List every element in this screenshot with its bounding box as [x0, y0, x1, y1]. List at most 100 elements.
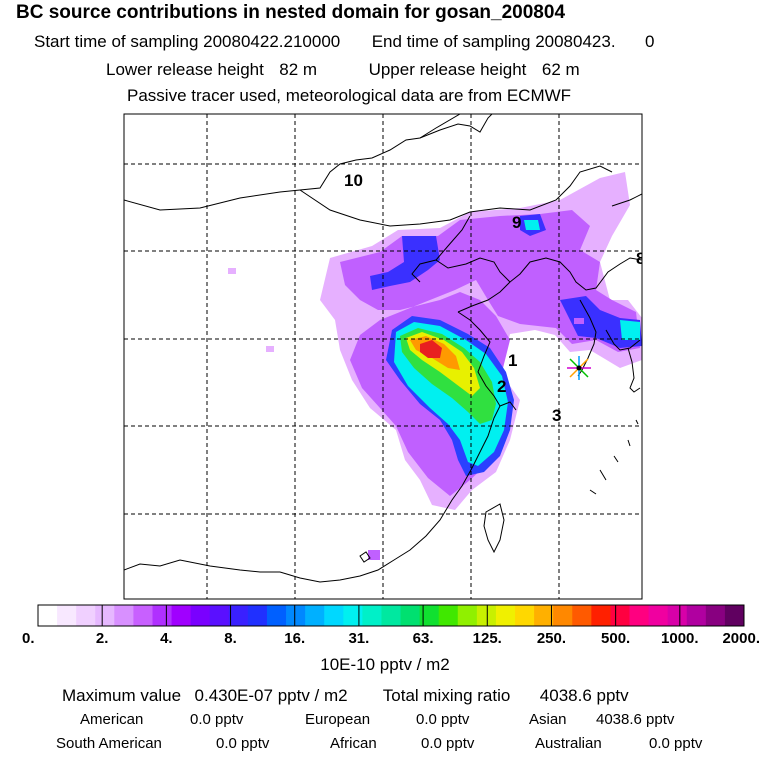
african-value: 0.0 pptv	[421, 735, 475, 752]
colorbar-cell	[38, 605, 58, 626]
plume-low-east	[620, 320, 640, 340]
colorbar-cell	[95, 605, 115, 626]
max-value-label: Maximum value	[62, 686, 182, 705]
colorbar-tick-label: 8.	[224, 630, 237, 647]
colorbar-cell	[667, 605, 688, 626]
colorbar-cell	[247, 605, 268, 626]
release-height-line: Lower release height 82 m Upper release …	[106, 60, 580, 80]
end-time-suffix: 0	[645, 32, 655, 51]
colorbar-tick-label: 1000.	[661, 630, 699, 647]
colorbar-tick-label: 2.	[96, 630, 109, 647]
colorbar-cell	[228, 605, 249, 626]
colorbar-cell	[76, 605, 96, 626]
colorbar-tick-label: 125.	[473, 630, 502, 647]
american-value: 0.0 pptv	[190, 711, 244, 728]
color-scale: 0. 2. 4. 8. 16. 31. 63. 125. 250. 500. 1000. 2000. …	[22, 604, 760, 674]
start-time-label: Start time of sampling	[34, 32, 199, 51]
south-american-label: South American	[56, 735, 162, 752]
asian-value: 4038.6 pptv	[596, 711, 675, 728]
colorbar-tick-label: 16.	[284, 630, 305, 647]
end-time-value: 20080423.	[535, 32, 616, 51]
region-label-9: 9	[512, 213, 521, 232]
colorbar-cell	[286, 605, 306, 626]
plume-spot	[228, 268, 236, 274]
colorbar-cell	[324, 605, 344, 626]
receptor-star-icon	[567, 356, 591, 380]
colorbar-tick-label: 500.	[601, 630, 630, 647]
colorbar-cell	[686, 605, 707, 626]
region-label-3: 3	[552, 406, 561, 425]
colorbar-cell	[57, 605, 77, 626]
south-american-value: 0.0 pptv	[216, 735, 270, 752]
colorbar-cell	[705, 605, 726, 626]
colorbar-cell	[553, 605, 573, 626]
plume-spot	[574, 318, 584, 324]
colorbar-tick-label: 250.	[537, 630, 566, 647]
upper-height-label: Upper release height	[368, 60, 527, 79]
colorbar-tick-label: 0.	[22, 630, 35, 647]
colorbar-cell	[400, 605, 421, 626]
colorbar-cell	[171, 605, 192, 626]
plume-peak	[420, 340, 442, 358]
map-graticule	[124, 114, 642, 599]
colorbar-tick-label: 31.	[348, 630, 369, 647]
european-value: 0.0 pptv	[416, 711, 470, 728]
region-label-2: 2	[497, 377, 506, 396]
colorbar-cell	[362, 605, 382, 626]
colorbar-cell	[648, 605, 669, 626]
colorbar-tick-label: 2000.	[722, 630, 760, 647]
asian-label: Asian	[529, 711, 567, 728]
colorbar-cell	[419, 605, 440, 626]
colorbar-cell	[629, 605, 650, 626]
max-value: 0.430E-07 pptv / m2	[194, 686, 348, 705]
sampling-time-line: Start time of sampling 20080422.210000 E…	[34, 32, 655, 52]
start-time-value: 20080422.210000	[203, 32, 341, 51]
total-mixing-value: 4038.6 pptv	[539, 686, 629, 705]
european-label: European	[305, 711, 371, 728]
colorbar-tick-label: 63.	[413, 630, 434, 647]
page-title: BC source contributions in nested domain…	[16, 2, 566, 23]
lower-height-label: Lower release height	[106, 60, 264, 79]
plume-lower-north	[370, 236, 440, 290]
colorbar-unit: 10E-10 pptv / m2	[320, 655, 449, 674]
colorbar-cell	[476, 605, 497, 626]
region-label-1: 1	[508, 351, 517, 370]
colorbar-cell	[457, 605, 478, 626]
colorbar-cell	[305, 605, 325, 626]
colorbar-cells	[37, 604, 745, 627]
american-label: American	[80, 711, 144, 728]
colorbar-cell	[133, 605, 153, 626]
end-time-label: End time of sampling	[371, 32, 531, 51]
colorbar-cell	[190, 605, 211, 626]
colorbar-cell	[343, 605, 363, 626]
colorbar-cell	[381, 605, 402, 626]
upper-height-value: 62 m	[541, 60, 580, 79]
tracer-note: Passive tracer used, meteorological data…	[127, 86, 572, 105]
map-frame	[123, 113, 643, 600]
colorbar-cell	[266, 605, 287, 626]
australian-value: 0.0 pptv	[649, 735, 703, 752]
colorbar-cell	[724, 605, 745, 626]
colorbar-cell	[572, 605, 592, 626]
colorbar-cell	[114, 605, 134, 626]
region-label-10: 10	[344, 171, 363, 190]
max-value-line: Maximum value 0.430E-07 pptv / m2 Total …	[62, 686, 629, 706]
colorbar-cell	[610, 605, 631, 626]
lower-height-value: 82 m	[279, 60, 318, 79]
colorbar-cell	[534, 605, 554, 626]
plume-spot	[266, 346, 274, 352]
colorbar-cell	[591, 605, 611, 626]
coastlines	[124, 114, 642, 583]
colorbar-cell	[515, 605, 535, 626]
colorbar-tick-label: 4.	[160, 630, 173, 647]
colorbar-cell	[495, 605, 516, 626]
total-mixing-label: Total mixing ratio	[382, 686, 511, 705]
colorbar-cell	[152, 605, 173, 626]
plume-low-9	[524, 220, 540, 230]
australian-label: Australian	[535, 735, 602, 752]
african-label: African	[330, 735, 377, 752]
colorbar-cell	[438, 605, 459, 626]
plume-spot	[368, 550, 380, 560]
region-label-8: 8	[636, 249, 645, 268]
